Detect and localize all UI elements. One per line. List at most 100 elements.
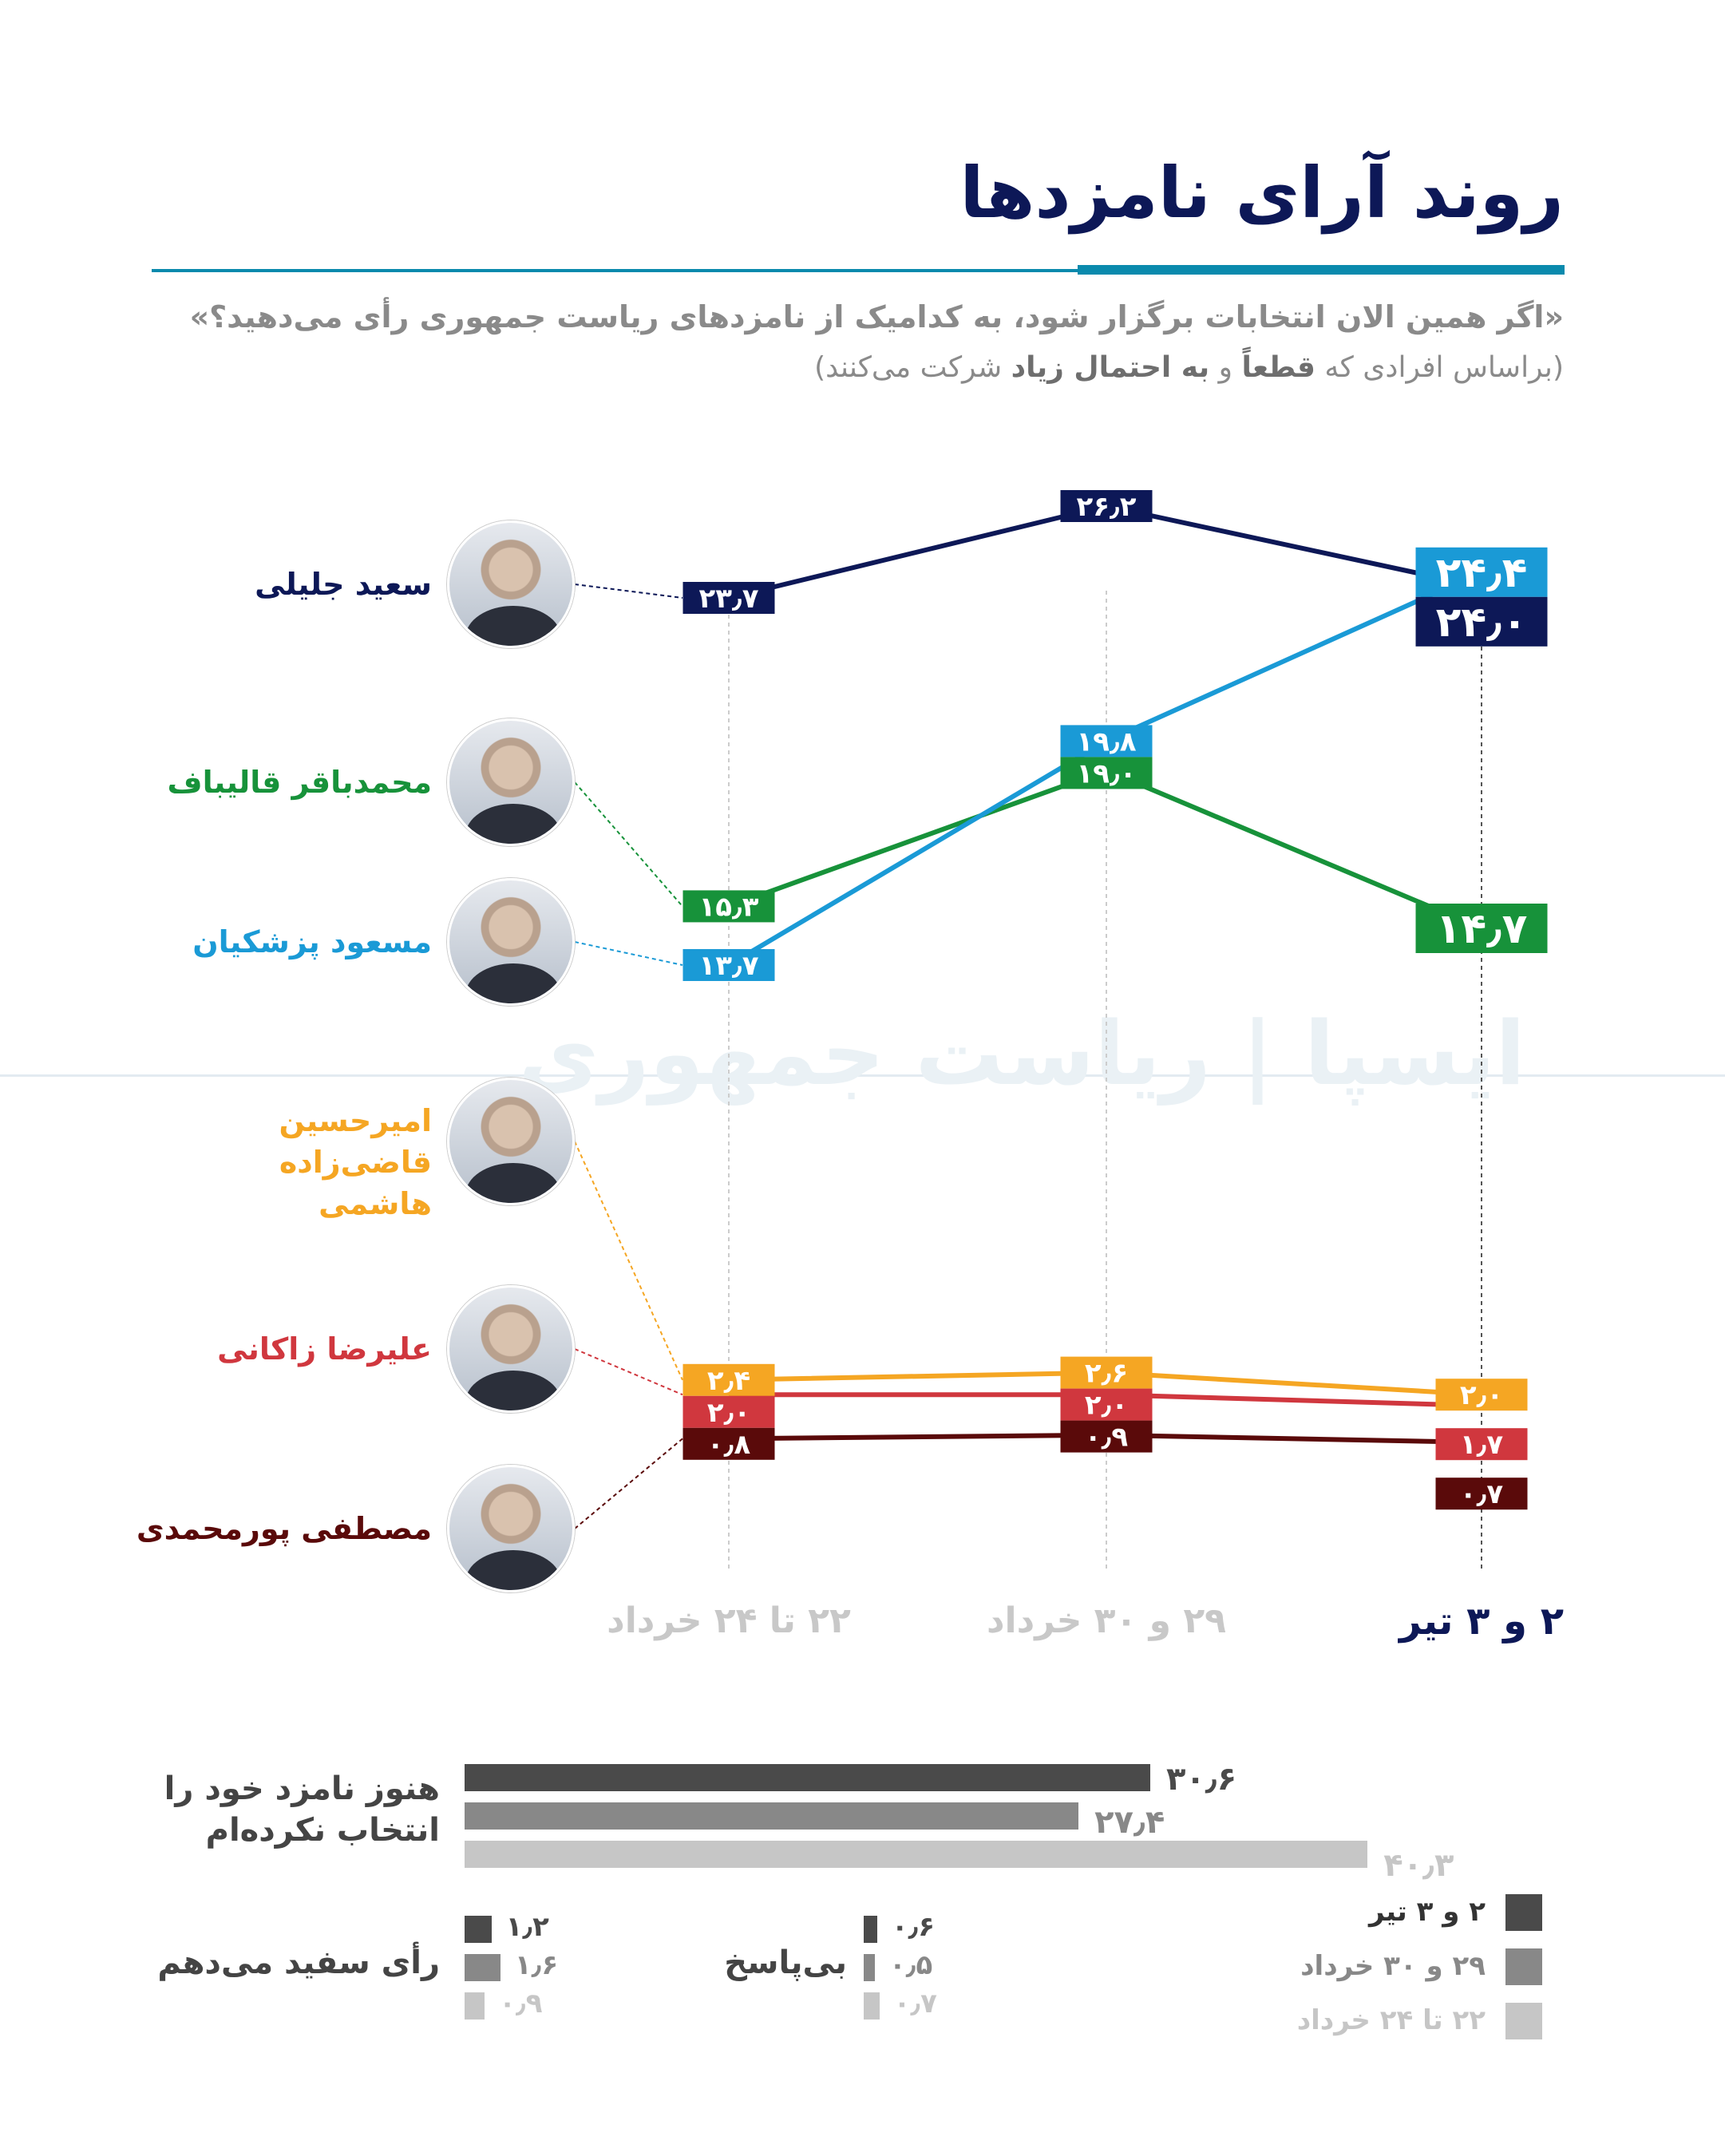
- bar: [465, 1916, 492, 1943]
- bar-value: ۰٫۶: [891, 1911, 936, 1943]
- basis-post: شرکت می‌کنند): [814, 351, 1003, 384]
- bar-value: ۲۷٫۴: [1094, 1804, 1165, 1841]
- data-label-box: [682, 582, 775, 614]
- bar-value: ۰٫۹: [499, 1988, 543, 2020]
- bar: [465, 1841, 1368, 1868]
- data-label: ۲٫۰: [682, 1395, 775, 1429]
- data-label-box: [1415, 904, 1548, 953]
- x-tick-label: ۲۲ تا ۲۴ خرداد: [607, 1600, 851, 1641]
- data-label-box: [682, 1395, 775, 1428]
- bar-value: ۱٫۲: [505, 1911, 549, 1943]
- candidate-connector: [574, 584, 683, 599]
- x-tick-label: ۲۹ و ۳۰ خرداد: [986, 1600, 1227, 1641]
- data-label-text: ۰٫۹: [1085, 1422, 1128, 1454]
- data-label-box: [1060, 725, 1153, 758]
- data-label-box: [1060, 490, 1153, 522]
- data-label-box: [1435, 1379, 1528, 1411]
- candidate-name: امیرحسین قاضی‌زاده هاشمی: [279, 1103, 432, 1221]
- data-label-text: ۲٫۴: [707, 1365, 750, 1397]
- data-label: ۱۹٫۸: [1060, 725, 1153, 758]
- category-label: هنوز نامزد خود را انتخاب نکرده‌ام: [164, 1770, 440, 1849]
- data-label-box: [682, 1427, 775, 1460]
- watermark-line: [0, 1074, 1725, 1077]
- survey-basis: (براساس افرادی که قطعاً و به احتمال زیاد…: [814, 351, 1564, 384]
- candidate-connector: [574, 1141, 683, 1381]
- page-title: روند آرای نامزدها: [959, 152, 1564, 234]
- data-label-text: ۲۴٫۰: [1436, 599, 1528, 647]
- data-label: ۱۳٫۷: [682, 949, 775, 982]
- data-label-box: [682, 890, 775, 923]
- data-label: ۲۴٫۰: [1415, 596, 1548, 647]
- bar: [465, 1764, 1150, 1791]
- data-label-box: [1435, 1478, 1528, 1510]
- candidate-name: سعید جلیلی: [255, 567, 432, 602]
- bar: [864, 1992, 880, 2020]
- data-label-text: ۲٫۰: [1085, 1390, 1128, 1422]
- data-label-text: ۲٫۶: [1085, 1358, 1128, 1390]
- watermark-logo: ایسپا | ریاست جمهوری: [518, 1003, 1525, 1105]
- data-label-text: ۲۴٫۴: [1436, 549, 1528, 597]
- data-label-text: ۱٫۷: [1460, 1429, 1503, 1461]
- bar: [465, 1954, 500, 1981]
- bar-value: ۴۰٫۳: [1383, 1847, 1454, 1884]
- data-label: ۲۶٫۲: [1060, 490, 1153, 523]
- candidate-connector: [574, 941, 683, 966]
- data-label-box: [682, 1363, 775, 1396]
- bar: [864, 1954, 876, 1981]
- data-label: ۱۴٫۷: [1415, 904, 1548, 953]
- basis-pre: (براساس افرادی که: [1324, 351, 1564, 384]
- series-line: [727, 767, 1483, 931]
- candidate-name: مصطفی پورمحمدی: [136, 1511, 432, 1546]
- basis-bold-1: قطعاً: [1241, 351, 1316, 384]
- basis-bold-2: به احتمال زیاد: [1011, 351, 1210, 384]
- bar: [465, 1802, 1079, 1830]
- bar-value: ۳۰٫۶: [1165, 1761, 1237, 1798]
- data-label: ۰٫۸: [682, 1427, 775, 1461]
- data-label: ۲۳٫۷: [682, 582, 775, 615]
- x-tick-label: ۲ و ۳ تیر: [1399, 1599, 1565, 1644]
- data-label-text: ۱۹٫۰: [1077, 758, 1137, 789]
- legend-label: ۲۲ تا ۲۴ خرداد: [1296, 2004, 1486, 2036]
- candidate-photo: [447, 1465, 575, 1592]
- survey-question: «اگر همین الان انتخابات برگزار شود، به ک…: [189, 299, 1564, 334]
- data-label: ۲٫۰: [1435, 1379, 1528, 1411]
- data-label: ۰٫۹: [1060, 1420, 1153, 1454]
- title-rule: [152, 269, 1565, 272]
- data-label: ۲٫۴: [682, 1363, 775, 1397]
- candidate-name: علیرضا زاکانی: [217, 1331, 432, 1367]
- legend-swatch: [1505, 1948, 1542, 1985]
- bar: [465, 1992, 485, 2020]
- data-label-box: [682, 949, 775, 981]
- data-label-text: ۲٫۰: [1460, 1379, 1503, 1411]
- data-label: ۲۴٫۴: [1415, 547, 1548, 597]
- data-label-text: ۰٫۸: [707, 1429, 750, 1461]
- data-label: ۱٫۷: [1435, 1428, 1528, 1461]
- bar-value: ۰٫۷: [893, 1988, 937, 2020]
- data-label-box: [1060, 757, 1153, 789]
- candidate-name: مسعود پزشکیان: [192, 924, 432, 959]
- data-label-text: ۱۴٫۷: [1436, 905, 1528, 953]
- data-label: ۰٫۷: [1435, 1478, 1528, 1510]
- bar-value: ۰٫۵: [889, 1949, 933, 1981]
- data-label-box: [1060, 1420, 1153, 1453]
- legend-swatch: [1505, 2003, 1542, 2039]
- legend-label: ۲۹ و ۳۰ خرداد: [1300, 1950, 1486, 1982]
- data-label-text: ۲۳٫۷: [699, 583, 759, 615]
- data-label-box: [1415, 596, 1548, 647]
- candidate-connector: [574, 1348, 683, 1396]
- legend-label: ۲ و ۳ تیر: [1369, 1896, 1486, 1928]
- candidate-photo: [447, 1078, 575, 1205]
- data-label-box: [1060, 1356, 1153, 1389]
- candidate-name: محمدباقر قالیباف: [167, 765, 432, 800]
- data-label-text: ۲۶٫۲: [1077, 491, 1137, 523]
- candidate-connector: [574, 781, 683, 908]
- title-rule-accent: [1078, 265, 1565, 275]
- data-label-text: ۱۹٫۸: [1077, 726, 1137, 758]
- data-label-box: [1060, 1388, 1153, 1421]
- legend-swatch: [1505, 1894, 1542, 1931]
- data-label-text: ۰٫۷: [1460, 1478, 1503, 1510]
- data-label: ۲٫۰: [1060, 1388, 1153, 1422]
- category-label: بی‌پاسخ: [724, 1944, 847, 1981]
- category-label: رأی سفید می‌دهم: [157, 1944, 440, 1981]
